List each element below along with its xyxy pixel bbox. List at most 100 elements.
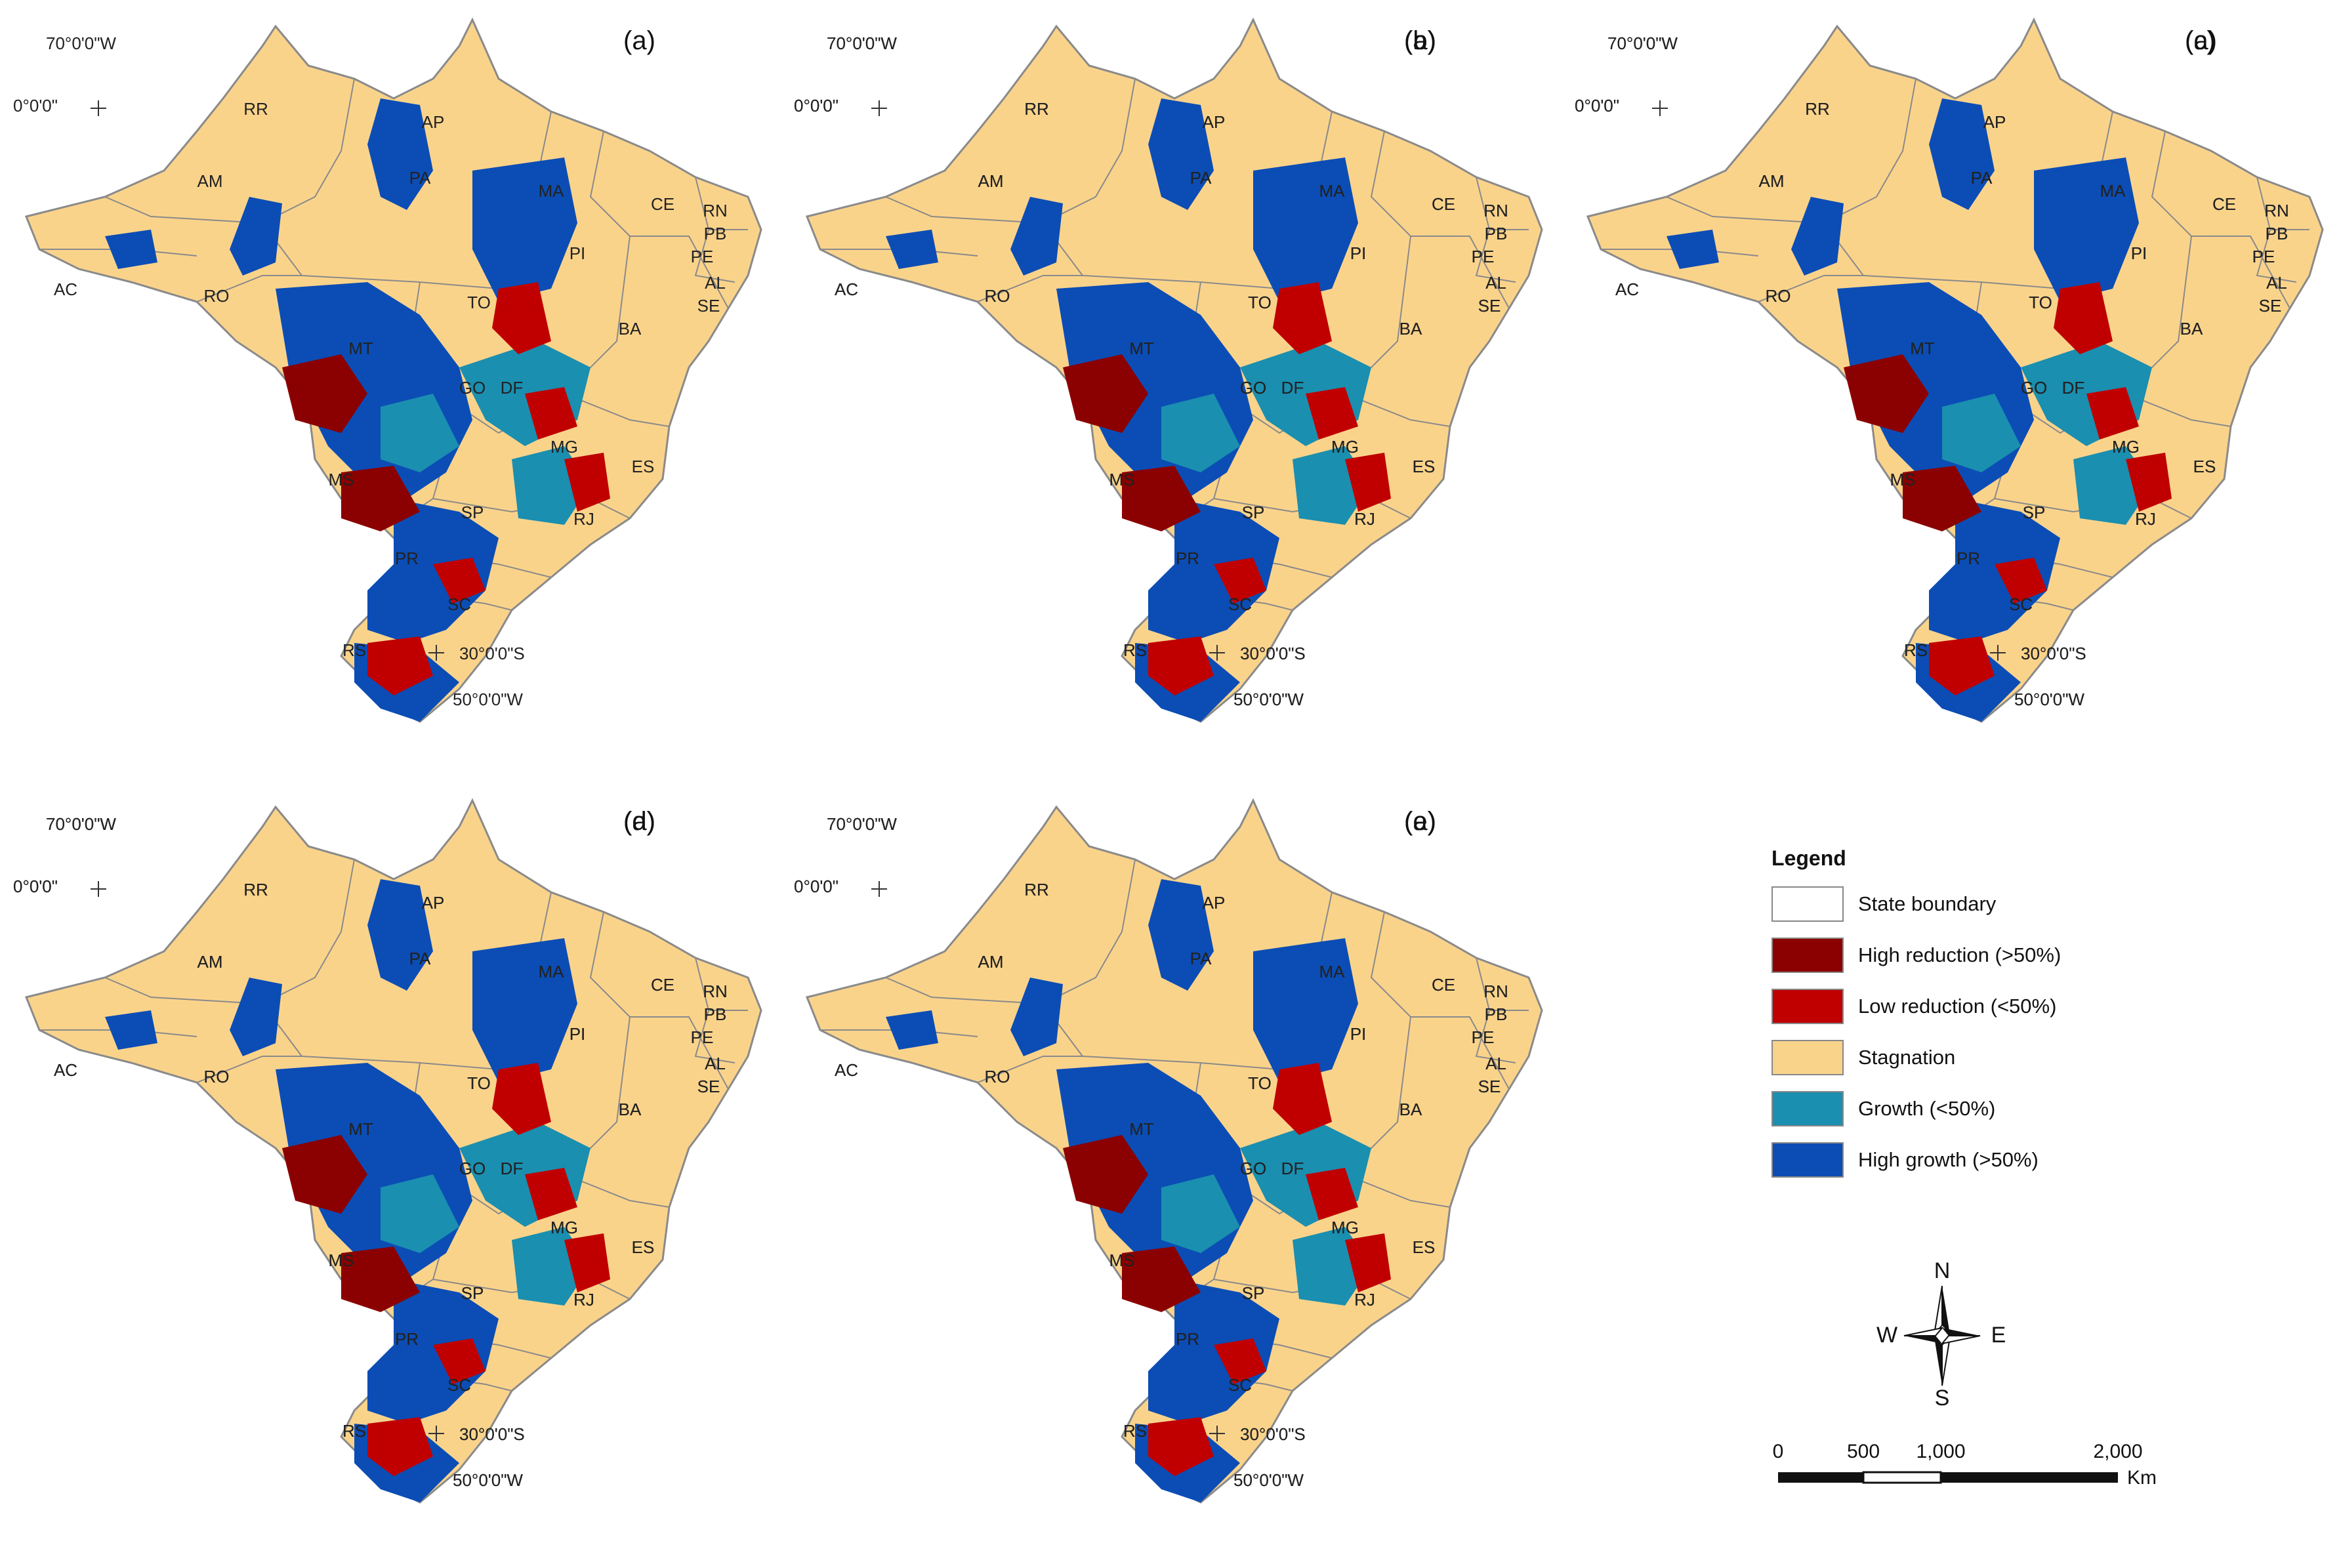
state-label-df: DF <box>501 1159 524 1178</box>
coord-lon-south: 50°0'0"W <box>2014 690 2084 709</box>
state-label-ms: MS <box>1109 470 1135 489</box>
state-label-se: SE <box>1478 1077 1501 1096</box>
coord-lon-west: 70°0'0"W <box>1607 33 1678 53</box>
state-label-rs: RS <box>342 1421 366 1441</box>
state-label-go: GO <box>459 1159 486 1178</box>
state-label-pr: PR <box>395 548 419 568</box>
map-panel-e: (a) RR AP AM PA MA CE RN PB PE AL SE PI AC RO TO BA MT GO D… <box>781 781 1568 1535</box>
state-label-df: DF <box>1281 1159 1304 1178</box>
state-label-mt: MT <box>348 1119 373 1139</box>
state-label-sp: SP <box>461 503 484 522</box>
panel-label: (a) <box>623 26 655 55</box>
map-d-svg: (a) RR AP AM PA MA CE RN PB PE AL SE PI AC RO TO BA MT GO D… <box>13 798 762 1504</box>
state-label-pb: PB <box>2266 224 2289 243</box>
state-label-am: AM <box>1759 171 1785 191</box>
state-label-ms: MS <box>1890 470 1916 489</box>
state-label-pe: PE <box>691 1027 714 1047</box>
state-label-sc: SC <box>2009 594 2033 614</box>
compass-e: E <box>1991 1323 2006 1348</box>
state-label-go: GO <box>459 378 486 398</box>
state-label-pr: PR <box>395 1329 419 1349</box>
state-label-al: AL <box>705 1054 726 1073</box>
state-label-rs: RS <box>1123 640 1147 660</box>
coord-lat-south: 30°0'0"S <box>1240 644 1306 663</box>
state-label-sp: SP <box>1242 1283 1265 1303</box>
category-regions <box>1667 98 2172 722</box>
scale-unit: Km <box>2127 1467 2157 1489</box>
state-label-mg: MG <box>1331 437 1359 457</box>
state-label-ma: MA <box>539 962 565 981</box>
graticule-tick <box>1209 645 1225 661</box>
state-label-df: DF <box>501 378 524 398</box>
category-regions <box>886 879 1391 1502</box>
state-label-ac: AC <box>1615 279 1639 299</box>
state-label-mt: MT <box>1129 1119 1154 1139</box>
state-label-ms: MS <box>1109 470 1135 489</box>
coord-lat-equator: 0°0'0" <box>13 96 58 115</box>
state-label-pi: PI <box>1350 243 1367 263</box>
state-label-ba: BA <box>1399 1100 1422 1119</box>
state-label-ro: RO <box>985 286 1010 306</box>
state-label-am: AM <box>1759 171 1785 191</box>
scale-bar: 0 500 1,000 2,000 Km <box>1765 1430 2185 1516</box>
state-label-pe: PE <box>2252 247 2275 266</box>
state-label-mg: MG <box>2112 437 2140 457</box>
state-label-ap: AP <box>422 112 445 132</box>
legend-item: Growth (<50%) <box>1771 1090 2178 1128</box>
coord-lon-south: 50°0'0"W <box>1233 690 1304 709</box>
state-label-pr: PR <box>1957 548 1980 568</box>
scale-tick-2: 1,000 <box>1916 1441 1965 1462</box>
state-label-al: AL <box>1485 1054 1506 1073</box>
coord-lon-south: 50°0'0"W <box>453 690 523 709</box>
state-label-pe: PE <box>691 1027 714 1047</box>
state-label-pa: PA <box>1190 168 1212 188</box>
state-label-ba: BA <box>1399 319 1422 339</box>
category-regions <box>105 879 610 1502</box>
state-label-rn: RN <box>2264 201 2289 220</box>
coord-lon-south: 50°0'0"W <box>453 1470 523 1490</box>
state-label-es: ES <box>1413 457 1436 476</box>
coord-lat-equator: 0°0'0" <box>1575 96 1619 115</box>
state-label-rj: RJ <box>2135 509 2156 529</box>
state-label-rr: RR <box>1024 880 1049 899</box>
state-label-pe: PE <box>1472 1027 1495 1047</box>
state-label-rr: RR <box>243 880 268 899</box>
state-label-pi: PI <box>1350 1024 1367 1044</box>
legend-label: Growth (<50%) <box>1858 1097 1996 1120</box>
state-label-al: AL <box>2266 273 2287 293</box>
state-label-ro: RO <box>985 286 1010 306</box>
coord-lat-equator: 0°0'0" <box>794 877 839 896</box>
state-label-df: DF <box>501 1159 524 1178</box>
state-label-ba: BA <box>2180 319 2203 339</box>
state-label-se: SE <box>1478 296 1501 316</box>
scale-tick-1: 500 <box>1847 1441 1880 1462</box>
state-label-ro: RO <box>204 1067 230 1086</box>
legend-swatch <box>1771 1091 1844 1126</box>
graticule-tick <box>1990 645 2006 661</box>
state-label-pi: PI <box>2131 243 2147 263</box>
state-label-go: GO <box>1240 1159 1266 1178</box>
state-label-es: ES <box>632 457 655 476</box>
state-label-ce: CE <box>2212 194 2236 214</box>
state-label-rr: RR <box>243 99 268 119</box>
state-label-to: TO <box>2029 293 2052 312</box>
state-label-to: TO <box>1248 1073 1272 1093</box>
panel-label: (d) <box>623 807 655 836</box>
state-label-am: AM <box>197 952 223 972</box>
coord-lat-equator: 0°0'0" <box>13 877 58 896</box>
coord-lon-south: 50°0'0"W <box>1233 1470 1304 1490</box>
state-label-df: DF <box>2062 378 2085 398</box>
state-label-mg: MG <box>1331 1218 1359 1237</box>
state-label-ro: RO <box>1766 286 1791 306</box>
compass-rose-icon <box>1903 1285 1981 1386</box>
state-label-ro: RO <box>204 286 230 306</box>
state-label-ro: RO <box>985 1067 1010 1086</box>
coord-lat-south: 30°0'0"S <box>2021 644 2086 663</box>
state-label-rn: RN <box>703 981 728 1001</box>
state-label-es: ES <box>632 1237 655 1257</box>
state-label-pr: PR <box>1176 548 1199 568</box>
legend-swatch <box>1771 938 1844 973</box>
north-arrow: N S W E <box>1876 1258 2008 1411</box>
state-label-ba: BA <box>1399 1100 1422 1119</box>
state-label-al: AL <box>705 1054 726 1073</box>
